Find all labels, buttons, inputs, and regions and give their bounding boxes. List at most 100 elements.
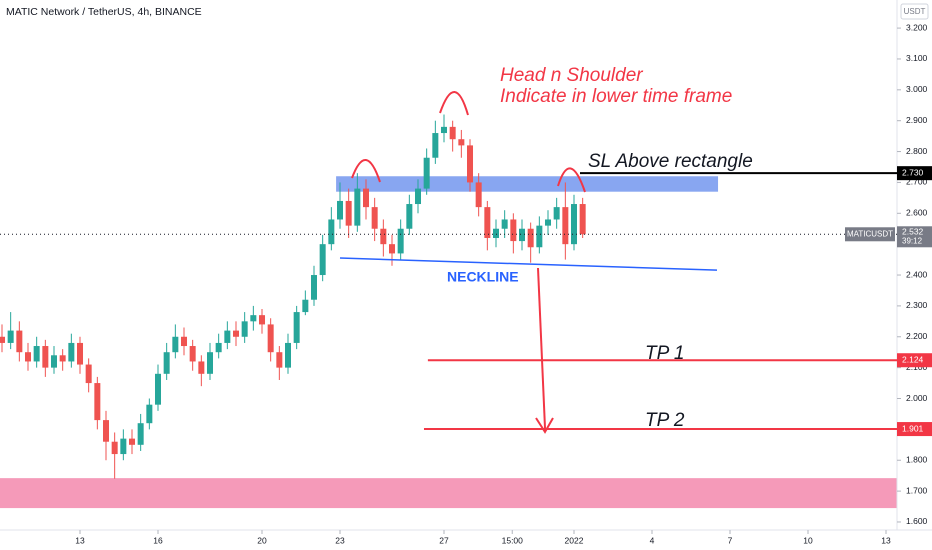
x-tick-label: 16 [153, 535, 163, 545]
x-tick-label: 15:00 [502, 535, 524, 545]
y-tick-label: 2.200 [906, 331, 928, 341]
symbol-badge [845, 227, 895, 242]
candle-body [7, 330, 14, 343]
level-badge-label: 1.901 [902, 423, 924, 433]
level-text: TP 1 [645, 343, 684, 364]
currency: USDT [904, 7, 926, 16]
candle-body [311, 275, 318, 300]
y-tick-label: 3.200 [906, 22, 928, 32]
candle-body [475, 182, 482, 208]
candle-body [0, 336, 6, 343]
shoulder-arc [351, 159, 381, 183]
x-tick-label: 7 [728, 535, 733, 545]
zone [0, 478, 897, 509]
y-tick-label: 2.000 [906, 393, 928, 403]
candle-body [397, 228, 404, 254]
countdown: 39:12 [902, 236, 923, 245]
candle-body [510, 219, 517, 242]
candle-body [467, 145, 474, 183]
candle-body [493, 228, 500, 238]
candle-body [293, 312, 300, 343]
plot [0, 114, 897, 509]
x-tick-label: 4 [650, 535, 655, 545]
candle-body [250, 315, 257, 322]
candle-body [85, 364, 92, 384]
candle-body [146, 404, 153, 424]
candle-body [51, 355, 58, 368]
candle-body [406, 204, 413, 229]
target-arrow [537, 267, 546, 429]
candle-body [354, 188, 361, 226]
candle-body [155, 373, 162, 405]
x-tick-label: 2022 [565, 535, 584, 545]
candle-body [380, 228, 387, 245]
y-tick-label: 1.600 [906, 516, 928, 526]
head-arc [439, 91, 469, 116]
candle-body [207, 352, 214, 374]
candle-body [241, 321, 248, 337]
candle-body [536, 225, 543, 248]
x-tick-label: 27 [439, 535, 449, 545]
candle-body [571, 204, 578, 245]
candle-body [181, 336, 188, 347]
candle-body [163, 352, 170, 374]
candle-body [553, 207, 560, 220]
candle-body [198, 361, 205, 374]
candle-body [285, 342, 292, 368]
candle-body [371, 207, 378, 229]
y-tick-label: 2.300 [906, 300, 928, 310]
candle-body [458, 139, 465, 146]
level-badge-label: 2.124 [902, 354, 924, 364]
candle-body [389, 244, 396, 254]
y-tick-label: 3.000 [906, 84, 928, 94]
arrow-head [535, 417, 554, 434]
candle-body [33, 346, 40, 362]
candle-body [363, 188, 370, 208]
price-badge [897, 226, 932, 248]
candle-body [527, 228, 534, 248]
candle-body [267, 324, 274, 353]
y-tick-label: 1.800 [906, 454, 928, 464]
candle-body [224, 330, 231, 343]
y-tick-label: 1.700 [906, 485, 928, 495]
price-label: 2.532 [902, 227, 924, 237]
candle-body [233, 330, 240, 337]
level-text: SL Above rectangle [588, 151, 753, 172]
y-tick-label: 2.900 [906, 115, 928, 125]
candle-body [276, 352, 283, 368]
candle-body [449, 126, 456, 140]
candle-body [59, 355, 66, 362]
candle-body [120, 438, 127, 455]
candle-body [137, 423, 144, 445]
annotation: Indicate in lower time frame [500, 86, 732, 107]
y-tick-label: 2.600 [906, 208, 928, 218]
x-tick-label: 23 [335, 535, 345, 545]
candle-body [545, 219, 552, 226]
zone [336, 176, 719, 192]
candle-body [519, 228, 526, 242]
candle-body [337, 200, 344, 220]
annotation: Head n Shoulder [500, 65, 643, 86]
chart-title: MATIC Network / TetherUS, 4h, BINANCE [6, 6, 202, 18]
candle-body [16, 330, 23, 353]
y-tick-label: 2.800 [906, 146, 928, 156]
candle-body [484, 207, 491, 238]
candle-body [94, 383, 101, 421]
candle-body [189, 346, 196, 362]
candle-body [415, 188, 422, 205]
level-badge [897, 353, 932, 368]
symbol-label: MATICUSDT [847, 229, 893, 238]
candle-body [111, 441, 118, 455]
level-badge [897, 166, 932, 181]
x-tick-label: 13 [75, 535, 85, 545]
candle-body [423, 157, 430, 189]
candle-body [259, 315, 266, 325]
candle-body [103, 420, 110, 442]
y-tick-label: 3.100 [906, 53, 928, 63]
level-badge [897, 422, 932, 437]
candle-body [302, 299, 309, 313]
candle-body [441, 126, 448, 134]
candle-body [501, 219, 508, 229]
